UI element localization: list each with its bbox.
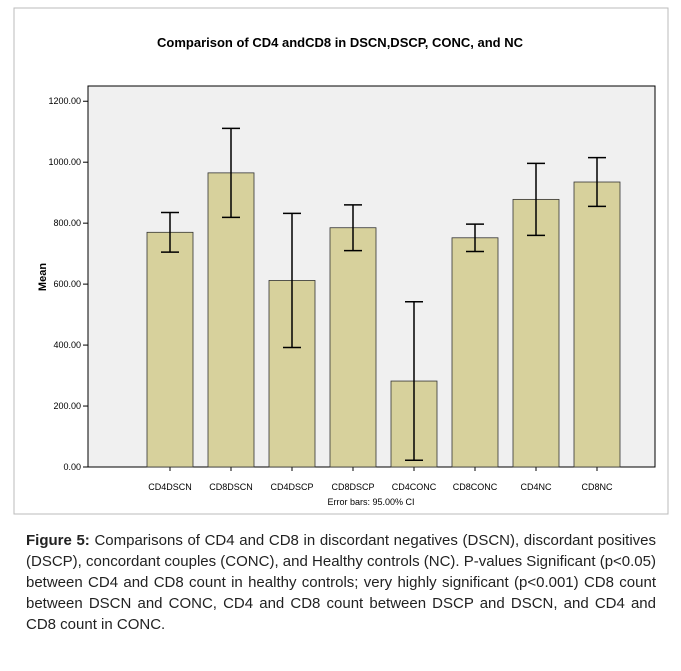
bar [573, 181, 621, 468]
x-tick-label: CD4NC [520, 482, 552, 492]
error-bar-note: Error bars: 95.00% CI [327, 497, 414, 507]
caption-label: Figure 5: [26, 532, 90, 549]
x-tick-label: CD4CONC [392, 482, 437, 492]
bar [146, 231, 194, 468]
y-tick-label: 400.00 [53, 340, 81, 350]
caption-text: Comparisons of CD4 and CD8 in discordant… [26, 532, 657, 633]
y-tick-label: 200.00 [53, 401, 81, 411]
x-tick-label: CD8DSCN [209, 482, 253, 492]
x-tick-label: CD8NC [581, 482, 613, 492]
x-tick-label: CD8DSCP [331, 482, 374, 492]
bar [329, 227, 377, 468]
chart-title: Comparison of CD4 andCD8 in DSCN,DSCP, C… [157, 35, 524, 50]
x-tick-label: CD8CONC [453, 482, 498, 492]
y-tick-label: 1200.00 [48, 96, 81, 106]
bar [512, 198, 560, 468]
y-tick-label: 1000.00 [48, 157, 81, 167]
caption: Figure 5: Comparisons of CD4 and CD8 in … [26, 530, 656, 635]
x-tick-label: CD4DSCN [148, 482, 192, 492]
y-tick-label: 600.00 [53, 279, 81, 289]
x-tick-label: CD4DSCP [270, 482, 313, 492]
chart: Comparison of CD4 andCD8 in DSCN,DSCP, C… [13, 7, 669, 515]
y-axis-label: Mean [37, 263, 49, 291]
bar [451, 237, 499, 468]
y-tick-label: 800.00 [53, 218, 81, 228]
y-tick-label: 0.00 [63, 462, 81, 472]
